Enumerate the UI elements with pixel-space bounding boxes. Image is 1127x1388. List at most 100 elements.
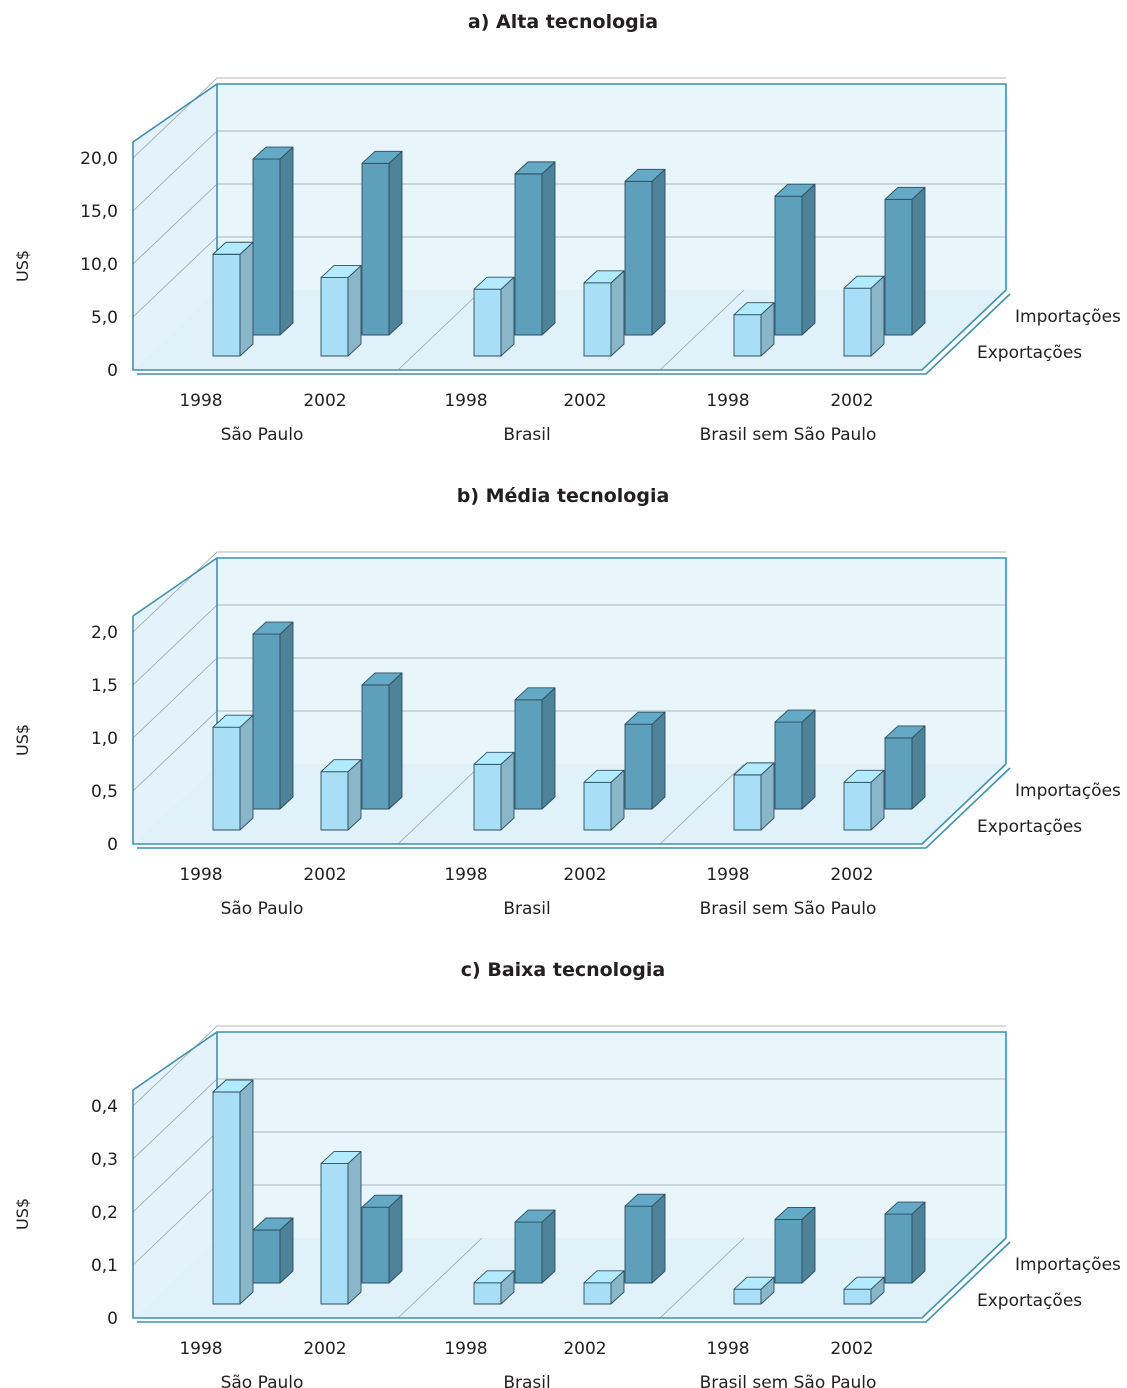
side-frame [132, 83, 218, 143]
bar-importacoes [884, 725, 926, 810]
bar-exportacoes [843, 275, 885, 357]
x-tick-label: 1998 [179, 865, 222, 885]
x-tick-label: 1998 [444, 1339, 487, 1359]
bar-importacoes [624, 1193, 666, 1284]
y-tick-label: 20,0 [80, 149, 118, 169]
bar-importacoes [361, 150, 403, 336]
side-wall [133, 1032, 217, 1318]
group-separator [659, 1237, 745, 1319]
y-tick-label: 0 [107, 1309, 118, 1329]
gridline [132, 1025, 1006, 1107]
group-separator [659, 763, 745, 845]
x-tick-label: 2002 [563, 391, 606, 411]
depth-label-exportacoes: Exportações [977, 343, 1082, 363]
bar-importacoes [774, 1206, 816, 1284]
y-axis-label: US$ [13, 724, 32, 756]
bar-importacoes [252, 1217, 294, 1284]
x-tick-label: 1998 [706, 391, 749, 411]
bar-exportacoes [843, 769, 885, 831]
group-label: São Paulo [221, 1373, 304, 1388]
bar-exportacoes [320, 1151, 362, 1305]
chart-panel-baixa: c) Baixa tecnologia 0 0,1 0,2 0,3 0,4 US$ Impor… [13, 959, 1121, 1388]
chart-title: b) Média tecnologia [457, 485, 670, 507]
bar-exportacoes [320, 265, 362, 357]
bar-importacoes [361, 672, 403, 810]
y-tick-label: 10,0 [80, 255, 118, 275]
group-label: Brasil sem São Paulo [700, 1373, 877, 1388]
floor-frame [132, 616, 1007, 845]
group-label: Brasil [503, 1373, 550, 1388]
chart-panel-alta: a) Alta tecnologia 0 5,0 10,0 15,0 20,0 US$ Imp… [13, 11, 1121, 445]
depth-label-importacoes: Importações [1015, 307, 1121, 327]
group-label: Brasil sem São Paulo [700, 425, 877, 445]
y-tick-label: 15,0 [80, 202, 118, 222]
group-label: São Paulo [221, 899, 304, 919]
x-tick-label: 1998 [706, 1339, 749, 1359]
bar-exportacoes [843, 1276, 885, 1305]
group-label: Brasil [503, 899, 550, 919]
bar-exportacoes [212, 1079, 254, 1305]
gridline [132, 77, 1006, 159]
x-tick-label: 1998 [706, 865, 749, 885]
group-separator [659, 289, 745, 371]
x-tick-label: 1998 [444, 391, 487, 411]
bar-exportacoes [473, 751, 515, 831]
x-tick-label: 2002 [563, 865, 606, 885]
x-tick-label: 2002 [830, 1339, 873, 1359]
group-label: Brasil sem São Paulo [700, 899, 877, 919]
floor-frame-outer [137, 293, 1011, 375]
x-tick-label: 2002 [563, 1339, 606, 1359]
depth-label-importacoes: Importações [1015, 1255, 1121, 1275]
x-tick-label: 1998 [179, 1339, 222, 1359]
x-tick-label: 1998 [444, 865, 487, 885]
x-tick-label: 1998 [179, 391, 222, 411]
bar-importacoes [624, 168, 666, 336]
y-tick-label: 0,5 [91, 782, 118, 802]
depth-label-importacoes: Importações [1015, 781, 1121, 801]
chart-title: a) Alta tecnologia [468, 11, 658, 33]
bar-importacoes [514, 687, 556, 810]
x-tick-label: 2002 [303, 1339, 346, 1359]
bar-exportacoes [583, 1270, 625, 1305]
y-tick-label: 0,2 [91, 1203, 118, 1223]
y-tick-label: 5,0 [91, 308, 118, 328]
y-axis-label: US$ [13, 1198, 32, 1230]
chart-title: c) Baixa tecnologia [461, 959, 665, 981]
floor-frame-outer [137, 1241, 1011, 1323]
bar-exportacoes [320, 759, 362, 831]
y-tick-label: 2,0 [91, 623, 118, 643]
group-label: Brasil [503, 425, 550, 445]
floor-frame [132, 142, 1007, 371]
bar-exportacoes [212, 714, 254, 831]
y-tick-label: 0 [107, 835, 118, 855]
y-tick-label: 0,3 [91, 1150, 118, 1170]
back-frame [216, 83, 1007, 290]
bar-importacoes [514, 161, 556, 336]
y-tick-label: 0,4 [91, 1097, 118, 1117]
bar-importacoes [514, 1209, 556, 1284]
bar-importacoes [252, 621, 294, 810]
side-wall [133, 558, 217, 844]
group-label: São Paulo [221, 425, 304, 445]
floor-frame [132, 1090, 1007, 1319]
bar-exportacoes [473, 1270, 515, 1305]
y-tick-label: 1,5 [91, 676, 118, 696]
depth-label-exportacoes: Exportações [977, 817, 1082, 837]
y-tick-label: 0,1 [91, 1256, 118, 1276]
bar-importacoes [774, 709, 816, 810]
y-tick-label: 1,0 [91, 729, 118, 749]
side-frame [132, 1031, 218, 1091]
bar-importacoes [624, 711, 666, 810]
bar-importacoes [884, 1201, 926, 1284]
bar-exportacoes [473, 276, 515, 357]
side-wall [133, 84, 217, 370]
bar-exportacoes [733, 302, 775, 357]
bar-exportacoes [583, 769, 625, 831]
back-wall [217, 1032, 1006, 1238]
x-tick-label: 2002 [830, 391, 873, 411]
bar-importacoes [884, 186, 926, 336]
group-separator [397, 1237, 483, 1319]
back-frame [216, 557, 1007, 764]
bar-importacoes [361, 1194, 403, 1284]
